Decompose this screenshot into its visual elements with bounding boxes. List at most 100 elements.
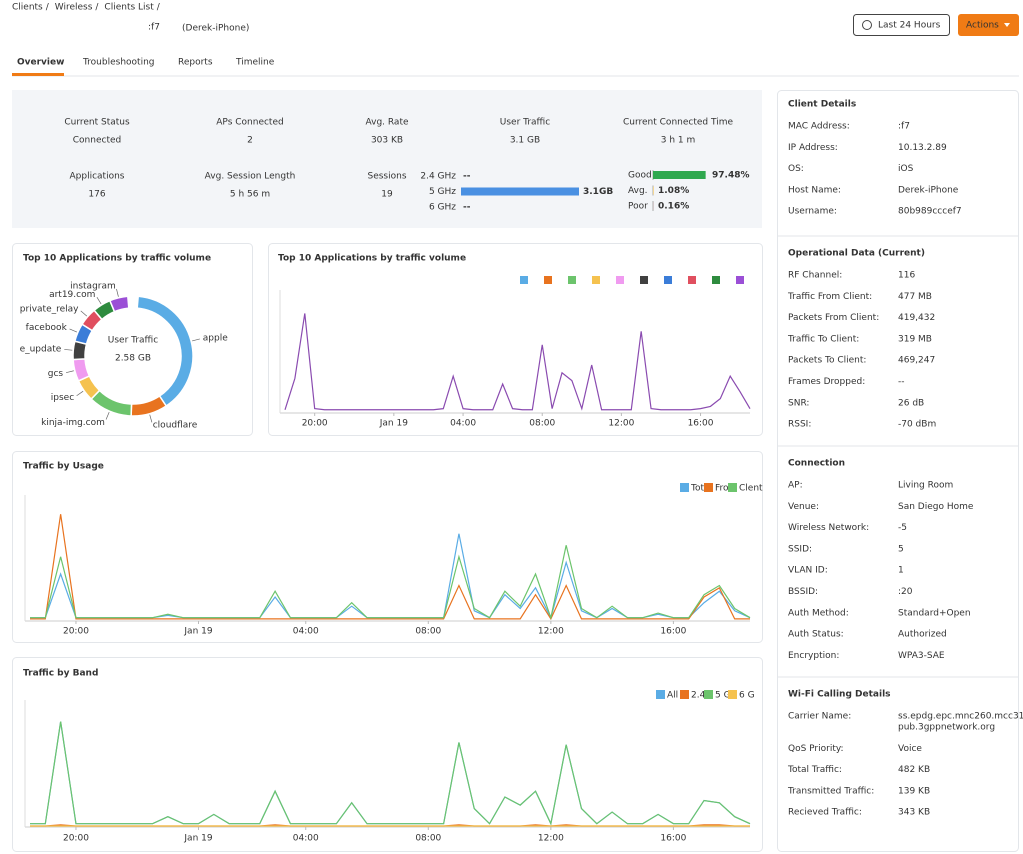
stat-value: 303 KB bbox=[371, 136, 403, 146]
legend-swatch bbox=[736, 276, 744, 284]
active-tab-underline bbox=[12, 73, 64, 76]
legend-swatch bbox=[520, 276, 528, 284]
quality-value: 97.48% bbox=[712, 171, 750, 181]
detail-key: Packets From Client: bbox=[788, 313, 879, 323]
x-tick-label: 16:00 bbox=[688, 419, 714, 429]
clock-icon bbox=[862, 20, 872, 30]
detail-value: ss.epdg.epc.mnc260.mcc310. bbox=[898, 712, 1023, 722]
client-subtitle: (Derek-iPhone) bbox=[182, 24, 249, 34]
detail-value: -- bbox=[898, 377, 905, 387]
x-tick-label: 20:00 bbox=[302, 419, 328, 429]
detail-key: Transmitted Traffic: bbox=[787, 786, 874, 796]
x-tick-label: 04:00 bbox=[293, 834, 319, 844]
detail-key: OS: bbox=[788, 164, 804, 174]
detail-key: Encryption: bbox=[788, 651, 839, 661]
breadcrumb-link: Wireless bbox=[55, 3, 93, 13]
stat-value: Connected bbox=[73, 136, 121, 146]
stat-label: Sessions bbox=[367, 172, 406, 182]
client-title: :f7 bbox=[148, 23, 160, 33]
x-tick-label: 08:00 bbox=[415, 627, 441, 637]
legend-swatch bbox=[640, 276, 648, 284]
detail-key: AP: bbox=[788, 481, 803, 491]
stat-value: 2 bbox=[247, 136, 253, 146]
detail-value: 10.13.2.89 bbox=[898, 143, 947, 153]
tab: Reports bbox=[178, 58, 213, 68]
legend-swatch bbox=[568, 276, 576, 284]
detail-value: :20 bbox=[898, 587, 913, 597]
breadcrumb-separator: / bbox=[157, 3, 161, 13]
dropdown-arrow bbox=[1004, 23, 1010, 27]
leader-line bbox=[80, 310, 88, 317]
stat-value: 19 bbox=[381, 190, 393, 200]
legend-swatch bbox=[680, 690, 689, 699]
stat-label: Applications bbox=[70, 172, 125, 182]
leader-line bbox=[192, 338, 200, 342]
detail-value: Standard+Open bbox=[898, 608, 971, 618]
donut-label: art19.com bbox=[49, 290, 95, 300]
band-value: -- bbox=[463, 172, 471, 182]
leader-line bbox=[105, 412, 110, 420]
donut-label: gcs bbox=[48, 369, 64, 379]
legend-swatch bbox=[616, 276, 624, 284]
detail-value: -70 dBm bbox=[898, 420, 936, 430]
band-name: 2.4 GHz bbox=[420, 172, 456, 182]
tab: Timeline bbox=[235, 58, 275, 68]
card bbox=[12, 657, 763, 852]
legend-swatch bbox=[544, 276, 552, 284]
x-tick-label: 20:00 bbox=[63, 834, 89, 844]
x-tick-label: Jan 19 bbox=[379, 419, 408, 429]
stat-label: Current Status bbox=[64, 118, 130, 128]
leader-line bbox=[69, 328, 78, 333]
detail-value: 419,432 bbox=[898, 313, 935, 323]
x-tick-label: 16:00 bbox=[660, 627, 686, 637]
detail-key: IP Address: bbox=[788, 143, 838, 153]
detail-key: Venue: bbox=[788, 502, 819, 512]
donut-label: instagram bbox=[70, 282, 116, 292]
summary-panel bbox=[12, 90, 762, 228]
stat-label: Current Connected Time bbox=[623, 118, 733, 128]
actions-button[interactable] bbox=[958, 14, 1019, 36]
detail-value: 80b989cccef7 bbox=[898, 207, 962, 217]
band-bar bbox=[461, 187, 579, 196]
quality-value: 0.16% bbox=[658, 202, 689, 212]
card bbox=[12, 243, 253, 436]
stat-value: 5 h 56 m bbox=[230, 190, 270, 200]
detail-value: 5 bbox=[898, 544, 904, 554]
detail-value: 116 bbox=[898, 271, 915, 281]
tab: Troubleshooting bbox=[82, 58, 155, 68]
detail-value: 26 dB bbox=[898, 398, 924, 408]
detail-value: Derek-iPhone bbox=[898, 185, 959, 195]
quality-bar bbox=[653, 186, 654, 195]
section-title: Client Details bbox=[788, 100, 856, 110]
legend-swatch bbox=[704, 690, 713, 699]
legend-swatch bbox=[728, 483, 737, 492]
detail-key: VLAN ID: bbox=[788, 566, 828, 576]
detail-key: Frames Dropped: bbox=[788, 377, 865, 387]
legend-label: Fro bbox=[715, 484, 729, 494]
detail-key: RF Channel: bbox=[788, 271, 842, 281]
stat-label: User Traffic bbox=[500, 118, 550, 128]
x-tick-label: 12:00 bbox=[538, 834, 564, 844]
x-tick-label: 08:00 bbox=[529, 419, 555, 429]
detail-key: BSSID: bbox=[788, 587, 818, 597]
donut-label: ipsec bbox=[51, 393, 74, 403]
stat-value: 176 bbox=[88, 190, 105, 200]
detail-key: RSSI: bbox=[788, 420, 811, 430]
legend-swatch bbox=[592, 276, 600, 284]
donut-label: cloudflare bbox=[153, 421, 198, 431]
legend-swatch bbox=[704, 483, 713, 492]
legend-swatch bbox=[664, 276, 672, 284]
detail-key: Auth Method: bbox=[788, 608, 849, 618]
legend-label: Tot bbox=[690, 484, 704, 494]
chart-title: Top 10 Applications by traffic volume bbox=[278, 254, 466, 264]
band-name: 6 GHz bbox=[429, 203, 456, 213]
detail-value: 343 KB bbox=[898, 808, 930, 818]
x-tick-label: 08:00 bbox=[415, 834, 441, 844]
stat-label: Avg. Session Length bbox=[205, 172, 296, 182]
detail-value: 1 bbox=[898, 566, 904, 576]
chart-title: Traffic by Usage bbox=[23, 462, 104, 472]
section-title: Operational Data (Current) bbox=[788, 249, 925, 259]
detail-key: MAC Address: bbox=[788, 122, 850, 132]
detail-value: 319 MB bbox=[898, 334, 932, 344]
time-button[interactable] bbox=[853, 14, 950, 36]
